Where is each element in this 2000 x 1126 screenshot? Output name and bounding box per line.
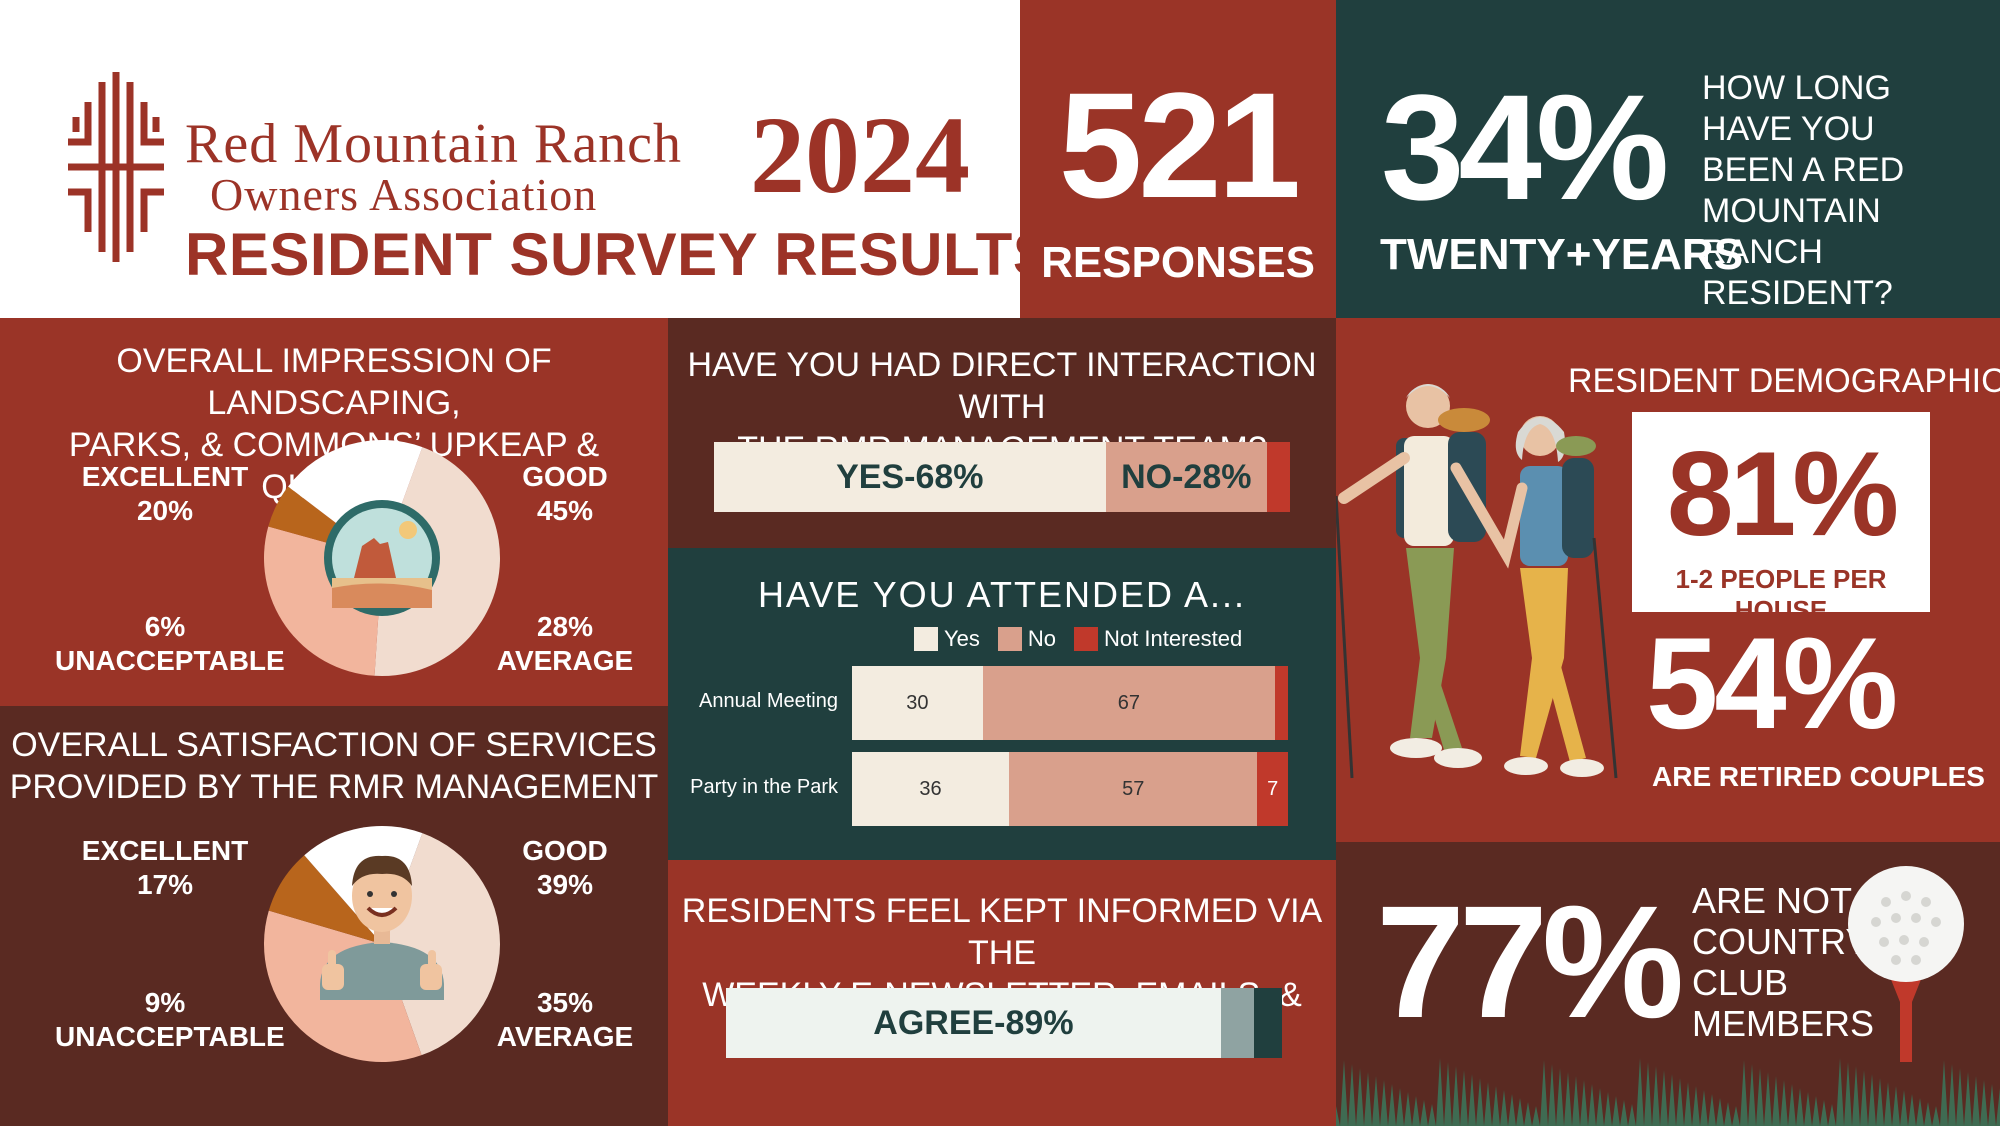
pie-label-good: GOOD 45%	[455, 460, 675, 528]
bar-segment-other	[1220, 988, 1255, 1058]
bar-segment-yes: 36	[852, 752, 1009, 826]
bar-label-yes: YES-68%	[836, 457, 984, 496]
services-pie-chart	[264, 826, 500, 1062]
tenure-percent: 34%	[1381, 63, 1669, 231]
responses-count: 521	[1058, 61, 1301, 229]
demographics-highlight-box: 81% 1-2 PEOPLE PER HOUSE	[1632, 412, 1930, 625]
label-text: AVERAGE	[496, 645, 634, 676]
bar-segment-not-interested	[1274, 666, 1288, 740]
attended-legend: Yes No Not Interested	[914, 626, 1260, 652]
retired-couples-percent: 54%	[1646, 610, 1898, 756]
label-text: EXCELLENT	[81, 835, 249, 866]
attended-title: HAVE YOU ATTENDED A...	[757, 574, 1247, 615]
bar-segment-agree: AGREE-89%	[726, 988, 1221, 1058]
hikers-illustration-icon	[1336, 384, 1618, 779]
row-label-annual-meeting: Annual Meeting	[699, 690, 838, 712]
legend-label: Yes	[944, 626, 980, 651]
informed-title-line1: RESIDENTS FEEL KEPT INFORMED VIA THE	[681, 892, 1323, 972]
pie-slice-unacceptable	[268, 855, 382, 944]
responses-panel: 521 RESPONSES	[1020, 0, 1336, 318]
demographics-title: RESIDENT DEMOGRAPHICS	[1568, 362, 2000, 400]
pie-label-excellent: EXCELLENT 20%	[55, 460, 275, 528]
legend-label: Not Interested	[1104, 626, 1243, 651]
landscaping-title-line1: OVERALL IMPRESSION OF LANDSCAPING,	[116, 342, 552, 422]
label-text: EXCELLENT	[81, 461, 249, 492]
country-club-label: ARE NOT COUNTRY CLUB MEMBERS	[1692, 880, 1875, 1044]
legend-swatch	[1074, 627, 1099, 651]
label-text: GOOD	[522, 461, 608, 492]
bar-segment-yes: 30	[852, 666, 983, 740]
informed-panel: RESIDENTS FEEL KEPT INFORMED VIA THE WEE…	[668, 860, 1336, 1126]
legend-swatch	[997, 627, 1022, 651]
interaction-panel: HAVE YOU HAD DIRECT INTERACTION WITH THE…	[668, 318, 1336, 548]
pie-label-unacceptable: 9% UNACCEPTABLE	[55, 986, 285, 1054]
row-label-party-in-the-park: Party in the Park	[690, 776, 838, 798]
label-text: UNACCEPTABLE	[55, 1021, 285, 1052]
org-name-line1: Red Mountain Ranch	[185, 113, 683, 175]
landscaping-panel: OVERALL IMPRESSION OF LANDSCAPING, PARKS…	[0, 318, 668, 706]
legend-item-yes: Yes	[914, 626, 980, 652]
label-value: 17%	[136, 869, 194, 900]
interaction-title-line1: HAVE YOU HAD DIRECT INTERACTION WITH	[687, 346, 1317, 426]
legend-item-no: No	[997, 626, 1057, 652]
label-value: 28%	[536, 611, 594, 642]
responses-label: RESPONSES	[1041, 238, 1315, 287]
demographics-panel: RESIDENT DEMOGRAPHICS 81% 1-2 PEOPLE PER…	[1336, 318, 2000, 842]
label-text: UNACCEPTABLE	[55, 645, 285, 676]
household-size-label: 1-2 PEOPLE PER HOUSE	[1675, 564, 1887, 625]
label-value: 39%	[536, 869, 594, 900]
attended-panel: HAVE YOU ATTENDED A... Yes No Not Intere…	[668, 548, 1336, 860]
services-title-line2: PROVIDED BY THE RMR MANAGEMENT	[9, 768, 659, 806]
pie-label-excellent: EXCELLENT 17%	[55, 834, 275, 902]
page-title: RESIDENT SURVEY RESULTS	[185, 221, 1054, 288]
interaction-bar: YES-68% NO-28%	[714, 442, 1290, 512]
survey-year: 2024	[750, 94, 970, 216]
bar-segment-no: 57	[1008, 752, 1258, 826]
label-value: 6%	[144, 611, 186, 642]
bar-label-no: NO-28%	[1121, 457, 1252, 496]
tenure-panel: 34% TWENTY+YEARS HOW LONG HAVE YOU BEEN …	[1336, 0, 2000, 318]
informed-bar: AGREE-89%	[726, 988, 1282, 1058]
org-name-line2: Owners Association	[210, 169, 598, 220]
label-value: 35%	[536, 987, 594, 1018]
grass-illustration-icon	[1336, 1058, 2000, 1126]
label-text: GOOD	[522, 835, 608, 866]
bar-segment-no: 67	[982, 666, 1275, 740]
bar-segment-no: NO-28%	[1105, 442, 1267, 512]
bar-label-agree: AGREE-89%	[873, 1003, 1074, 1042]
label-value: 20%	[136, 495, 194, 526]
services-title: OVERALL SATISFACTION OF SERVICES PROVIDE…	[0, 724, 668, 808]
pie-label-unacceptable: 6% UNACCEPTABLE	[55, 610, 285, 678]
landscaping-pie-chart	[263, 440, 500, 676]
pie-label-average: 35% AVERAGE	[455, 986, 675, 1054]
household-size-percent: 81%	[1666, 427, 1899, 561]
legend-label: No	[1027, 626, 1057, 651]
golf-ball-icon	[1848, 866, 1964, 1062]
country-club-panel: 77% ARE NOT COUNTRY CLUB MEMBERS	[1336, 842, 2000, 1126]
label-value: 45%	[536, 495, 594, 526]
header-panel: Red Mountain Ranch Owners Association 20…	[0, 0, 1053, 318]
legend-item-not-interested: Not Interested	[1074, 626, 1242, 652]
tenure-question: HOW LONG HAVE YOU BEEN A RED MOUNTAIN RA…	[1702, 69, 1905, 312]
bar-segment-not-interested: 7	[1257, 752, 1288, 826]
bar-segment-other	[1266, 442, 1290, 512]
pie-label-average: 28% AVERAGE	[455, 610, 675, 678]
services-panel: OVERALL SATISFACTION OF SERVICES PROVIDE…	[0, 706, 668, 1126]
desert-scene-icon	[324, 500, 440, 616]
bar-segment-yes: YES-68%	[714, 442, 1106, 512]
retired-couples-label: ARE RETIRED COUPLES	[1652, 761, 1985, 792]
legend-swatch	[914, 627, 938, 651]
bar-segment-other2	[1254, 988, 1282, 1058]
pie-label-good: GOOD 39%	[455, 834, 675, 902]
services-title-line1: OVERALL SATISFACTION OF SERVICES	[11, 726, 657, 764]
tenure-label: TWENTY+YEARS	[1380, 230, 1744, 279]
label-text: AVERAGE	[496, 1021, 634, 1052]
ranch-logo-icon	[68, 72, 164, 262]
label-value: 9%	[144, 987, 186, 1018]
thumbs-up-person-icon	[320, 855, 444, 1000]
country-club-percent: 77%	[1376, 872, 1684, 1051]
